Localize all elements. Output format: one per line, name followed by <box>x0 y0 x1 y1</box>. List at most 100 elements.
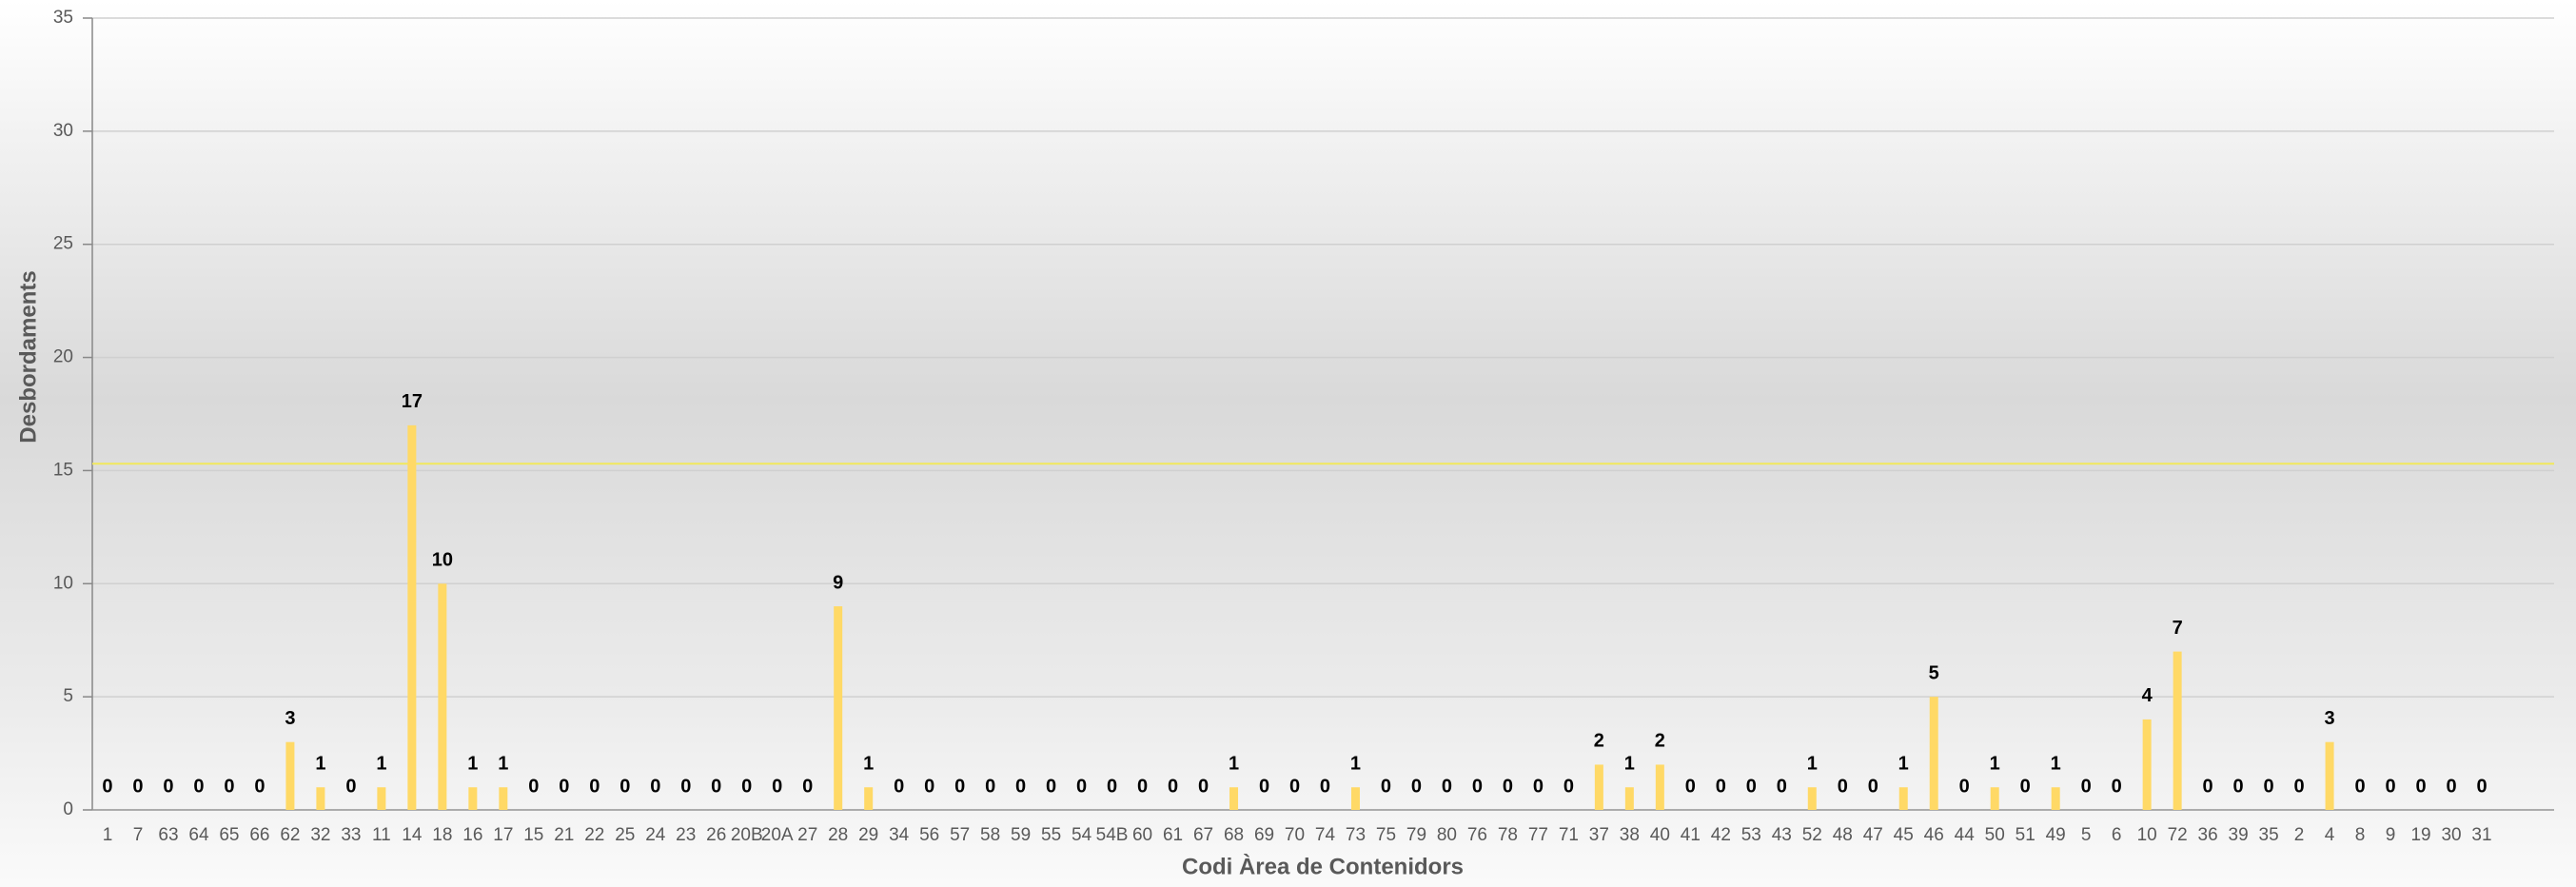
x-tick-label: 47 <box>1863 825 1883 845</box>
value-label: 1 <box>1350 754 1361 775</box>
value-label: 9 <box>833 572 843 593</box>
bar <box>407 424 417 810</box>
value-label: 0 <box>1289 776 1300 797</box>
value-label: 0 <box>1046 776 1056 797</box>
value-label: 10 <box>432 550 453 571</box>
value-label: 0 <box>1198 776 1209 797</box>
value-label: 1 <box>2051 754 2061 775</box>
x-tick-label: 31 <box>2471 825 2491 845</box>
value-label: 0 <box>345 776 356 797</box>
x-tick-label: 1 <box>103 825 113 845</box>
x-tick-label: 33 <box>341 825 361 845</box>
x-tick-label: 26 <box>706 825 726 845</box>
x-tick-label: 29 <box>858 825 878 845</box>
x-tick-label: 22 <box>584 825 604 845</box>
value-label: 0 <box>1685 776 1696 797</box>
value-label: 0 <box>224 776 234 797</box>
y-tick-label: 10 <box>53 573 73 593</box>
x-tick-label: 77 <box>1528 825 1548 845</box>
x-tick-label: 16 <box>462 825 482 845</box>
value-label: 0 <box>619 776 630 797</box>
value-label: 0 <box>954 776 965 797</box>
x-tick-label: 10 <box>2137 825 2157 845</box>
x-tick-label: 59 <box>1011 825 1031 845</box>
x-tick-label: 19 <box>2410 825 2430 845</box>
value-label: 1 <box>376 754 386 775</box>
value-label: 1 <box>863 754 874 775</box>
x-tick-label: 63 <box>158 825 178 845</box>
x-tick-label: 32 <box>310 825 330 845</box>
y-axis-title: Desbordaments <box>15 270 41 443</box>
x-tick-label: 4 <box>2325 825 2335 845</box>
value-label: 0 <box>254 776 265 797</box>
value-label: 0 <box>1563 776 1574 797</box>
value-label: 0 <box>772 776 782 797</box>
value-label: 3 <box>2325 708 2335 729</box>
x-tick-label: 42 <box>1711 825 1731 845</box>
x-tick-label: 80 <box>1437 825 1457 845</box>
x-tick-label: 48 <box>1833 825 1853 845</box>
y-tick-label: 30 <box>53 121 73 141</box>
value-label: 0 <box>2415 776 2426 797</box>
x-tick-label: 54B <box>1096 825 1129 845</box>
value-label: 0 <box>2264 776 2274 797</box>
value-label: 0 <box>589 776 600 797</box>
bar <box>285 741 295 810</box>
bar <box>1229 787 1239 810</box>
x-tick-label: 7 <box>133 825 144 845</box>
x-tick-label: 5 <box>2081 825 2092 845</box>
bar <box>2051 787 2060 810</box>
x-tick-label: 36 <box>2198 825 2218 845</box>
y-tick-label: 35 <box>53 8 73 28</box>
x-tick-label: 21 <box>554 825 574 845</box>
value-label: 1 <box>1990 754 2000 775</box>
x-tick-label: 68 <box>1224 825 1244 845</box>
value-label: 0 <box>102 776 112 797</box>
value-label: 1 <box>467 754 478 775</box>
value-label: 1 <box>1229 754 1239 775</box>
x-tick-label: 76 <box>1467 825 1487 845</box>
x-axis-title: Codi Àrea de Contenidors <box>1182 853 1464 879</box>
value-label: 0 <box>1107 776 1117 797</box>
x-tick-label: 74 <box>1315 825 1336 845</box>
value-label: 2 <box>1655 731 1665 752</box>
x-tick-label: 44 <box>1955 825 1976 845</box>
y-tick-label: 0 <box>63 799 73 819</box>
value-label: 0 <box>1472 776 1483 797</box>
x-tick-label: 43 <box>1772 825 1792 845</box>
value-label: 2 <box>1594 731 1604 752</box>
bar <box>1929 697 1938 810</box>
value-label: 0 <box>1838 776 1848 797</box>
value-label: 7 <box>2173 618 2183 639</box>
x-tick-label: 2 <box>2294 825 2305 845</box>
x-tick-label: 57 <box>950 825 970 845</box>
x-tick-label: 69 <box>1254 825 1274 845</box>
value-label: 0 <box>680 776 691 797</box>
x-tick-label: 20A <box>761 825 794 845</box>
x-tick-label: 67 <box>1193 825 1213 845</box>
value-label: 0 <box>559 776 569 797</box>
x-tick-label: 38 <box>1620 825 1640 845</box>
value-label: 0 <box>1076 776 1087 797</box>
x-tick-label: 53 <box>1741 825 1761 845</box>
value-label: 0 <box>985 776 995 797</box>
value-label: 0 <box>2354 776 2365 797</box>
x-tick-label: 17 <box>493 825 513 845</box>
value-label: 0 <box>1137 776 1148 797</box>
bar <box>2173 651 2182 810</box>
value-label: 0 <box>924 776 934 797</box>
value-label: 0 <box>2385 776 2395 797</box>
value-label: 0 <box>650 776 660 797</box>
bar <box>499 787 508 810</box>
value-label: 0 <box>802 776 813 797</box>
bar <box>864 787 874 810</box>
x-tick-label: 55 <box>1041 825 1061 845</box>
value-label: 0 <box>1503 776 1513 797</box>
value-label: 0 <box>2294 776 2305 797</box>
value-label: 0 <box>528 776 539 797</box>
x-tick-label: 6 <box>2112 825 2122 845</box>
value-label: 0 <box>1746 776 1757 797</box>
x-tick-label: 46 <box>1924 825 1944 845</box>
x-tick-label: 71 <box>1559 825 1579 845</box>
